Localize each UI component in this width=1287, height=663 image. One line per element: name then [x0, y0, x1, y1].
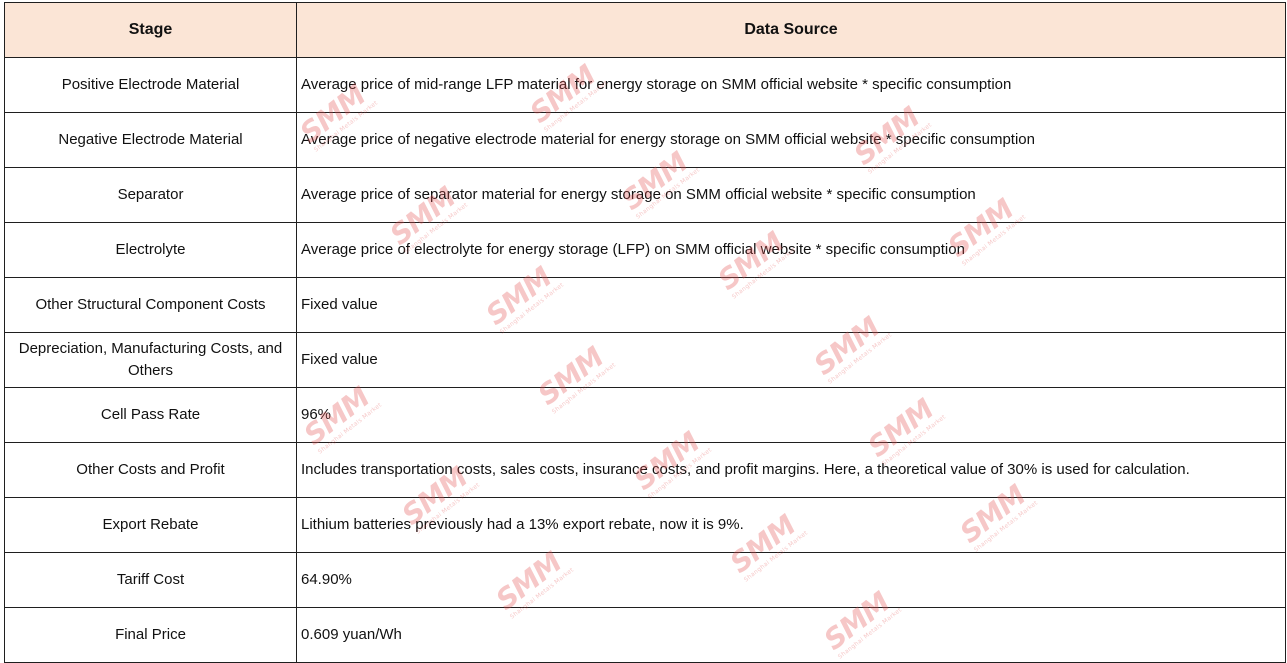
table-row: Tariff Cost 64.90% — [4, 552, 1286, 608]
table-row: Positive Electrode Material Average pric… — [4, 57, 1286, 113]
table-row: Separator Average price of separator mat… — [4, 167, 1286, 223]
source-cell: 96% — [296, 387, 1286, 443]
source-cell: Average price of electrolyte for energy … — [296, 222, 1286, 278]
header-stage: Stage — [4, 2, 297, 58]
stage-cell: Depreciation, Manufacturing Costs, and O… — [4, 332, 297, 388]
table-row: Depreciation, Manufacturing Costs, and O… — [4, 332, 1286, 388]
table-row: Electrolyte Average price of electrolyte… — [4, 222, 1286, 278]
table-row: Export Rebate Lithium batteries previous… — [4, 497, 1286, 553]
stage-cell: Negative Electrode Material — [4, 112, 297, 168]
source-cell: Lithium batteries previously had a 13% e… — [296, 497, 1286, 553]
stage-cell: Tariff Cost — [4, 552, 297, 608]
source-cell: Average price of mid-range LFP material … — [296, 57, 1286, 113]
source-cell: Average price of separator material for … — [296, 167, 1286, 223]
stage-cell: Other Structural Component Costs — [4, 277, 297, 333]
source-cell: 64.90% — [296, 552, 1286, 608]
source-cell: Fixed value — [296, 277, 1286, 333]
table-row: Final Price 0.609 yuan/Wh — [4, 607, 1286, 663]
source-cell: Fixed value — [296, 332, 1286, 388]
header-data-source: Data Source — [296, 2, 1286, 58]
stage-cell: Electrolyte — [4, 222, 297, 278]
stage-cell: Cell Pass Rate — [4, 387, 297, 443]
source-cell: 0.609 yuan/Wh — [296, 607, 1286, 663]
source-cell: Average price of negative electrode mate… — [296, 112, 1286, 168]
stage-cell: Other Costs and Profit — [4, 442, 297, 498]
stage-cell: Export Rebate — [4, 497, 297, 553]
stage-cell: Separator — [4, 167, 297, 223]
table-row: Negative Electrode Material Average pric… — [4, 112, 1286, 168]
stage-cell: Positive Electrode Material — [4, 57, 297, 113]
stage-cell: Final Price — [4, 607, 297, 663]
source-cell: Includes transportation costs, sales cos… — [296, 442, 1286, 498]
table-row: Cell Pass Rate 96% — [4, 387, 1286, 443]
cost-data-source-table: Stage Data Source Positive Electrode Mat… — [4, 2, 1286, 663]
header-row: Stage Data Source — [4, 2, 1286, 58]
table-row: Other Costs and Profit Includes transpor… — [4, 442, 1286, 498]
table-row: Other Structural Component Costs Fixed v… — [4, 277, 1286, 333]
